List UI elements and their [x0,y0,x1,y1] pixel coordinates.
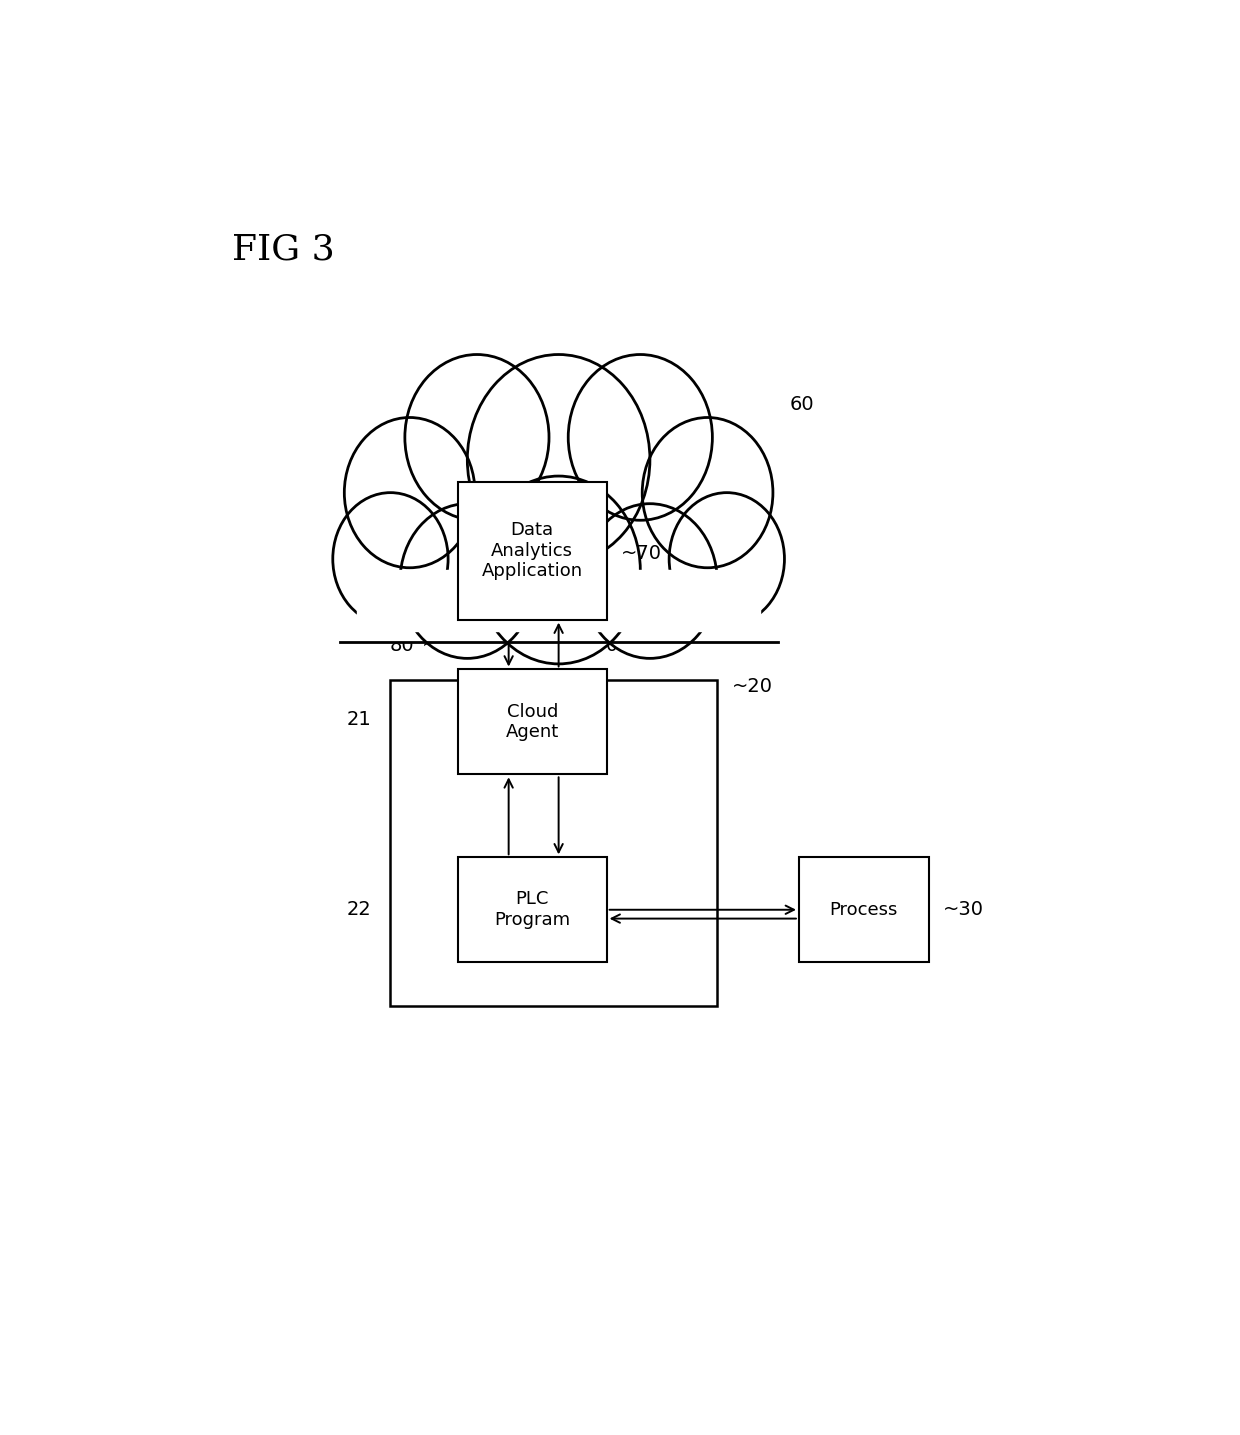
FancyBboxPatch shape [458,669,606,775]
Circle shape [583,504,717,659]
FancyBboxPatch shape [799,857,929,963]
Circle shape [467,354,650,564]
Text: 22: 22 [346,900,371,918]
Bar [357,570,760,631]
Text: 21: 21 [346,710,371,729]
Circle shape [642,418,773,568]
FancyBboxPatch shape [458,482,606,620]
Text: ~50: ~50 [578,636,619,654]
Circle shape [332,492,448,626]
Text: Cloud
Agent: Cloud Agent [506,703,559,742]
Circle shape [477,476,640,664]
Text: ~70: ~70 [621,544,662,563]
Text: Process: Process [830,901,898,918]
Circle shape [345,418,475,568]
Circle shape [670,492,785,626]
Circle shape [568,354,713,521]
Circle shape [404,354,549,521]
Text: FIG 3: FIG 3 [232,232,335,267]
FancyBboxPatch shape [391,680,717,1006]
FancyBboxPatch shape [458,857,606,963]
Text: ~30: ~30 [942,900,985,918]
Bar [327,575,789,641]
Text: 60: 60 [789,395,813,413]
Text: PLC
Program: PLC Program [494,890,570,928]
Text: Data
Analytics
Application: Data Analytics Application [481,521,583,580]
Circle shape [401,504,534,659]
Text: ~20: ~20 [732,676,773,696]
Text: ~: ~ [422,636,439,654]
Text: 80: 80 [389,636,414,654]
